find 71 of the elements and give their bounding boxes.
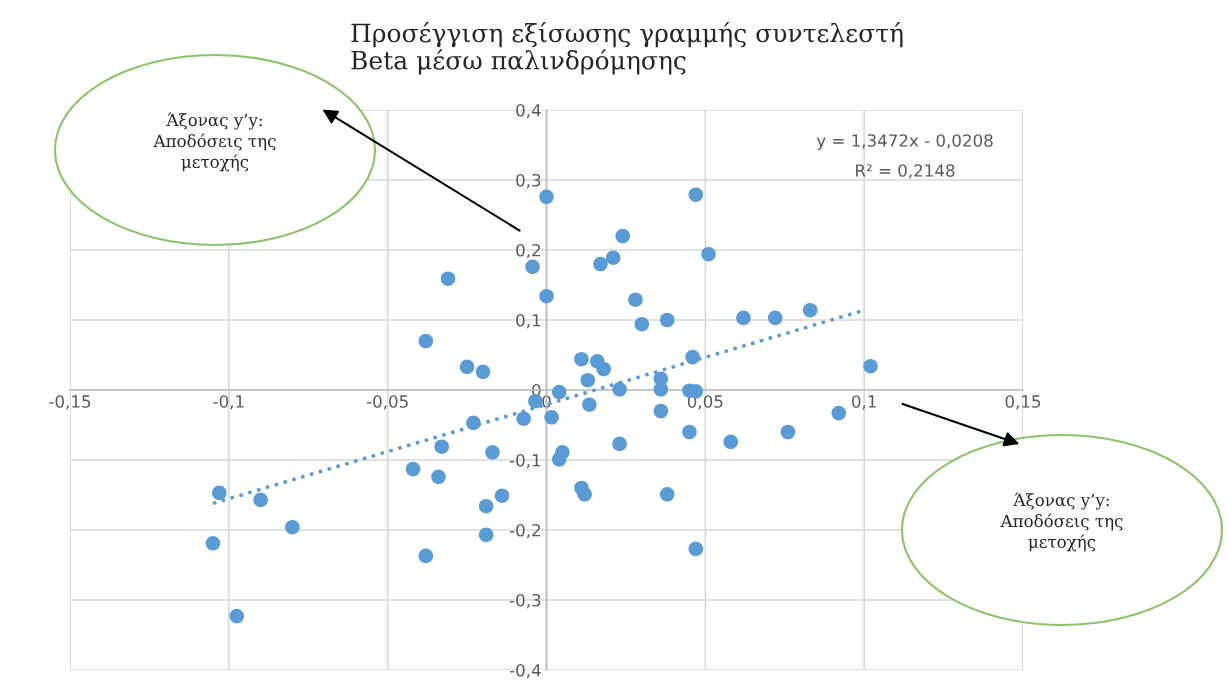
point bbox=[440, 271, 456, 286]
point bbox=[612, 436, 627, 452]
y-tick-label: -0,1 bbox=[509, 453, 541, 469]
point bbox=[478, 527, 494, 543]
y-tick-label: 0,4 bbox=[516, 103, 541, 119]
point bbox=[418, 333, 434, 349]
point bbox=[475, 364, 491, 380]
point bbox=[525, 259, 540, 275]
y-tick-label: -0,4 bbox=[509, 663, 541, 679]
point bbox=[615, 228, 631, 244]
point bbox=[229, 608, 245, 624]
point bbox=[466, 415, 481, 431]
x-tick-label: -0,15 bbox=[49, 395, 91, 410]
point bbox=[653, 403, 669, 419]
point bbox=[723, 434, 739, 450]
point bbox=[544, 410, 559, 425]
point bbox=[434, 439, 449, 454]
x-tick-label: 0,15 bbox=[1005, 395, 1041, 410]
annotation: Άξονας y’y: Αποδόσεις της μετοχής bbox=[153, 112, 276, 172]
point bbox=[659, 312, 675, 328]
y-tick-label: 0,2 bbox=[516, 243, 540, 259]
point bbox=[628, 292, 643, 307]
y-tick-label: -0,3 bbox=[509, 593, 541, 609]
point bbox=[405, 461, 421, 477]
x-tick-label: 0,1 bbox=[852, 395, 876, 410]
point bbox=[212, 485, 227, 501]
point bbox=[688, 187, 704, 202]
point bbox=[551, 452, 567, 467]
point bbox=[653, 382, 669, 397]
point bbox=[612, 382, 627, 397]
point bbox=[685, 349, 700, 365]
point bbox=[551, 384, 567, 400]
point bbox=[780, 424, 796, 440]
point bbox=[253, 492, 268, 508]
point bbox=[596, 361, 611, 377]
point bbox=[831, 405, 847, 421]
annotation: Άξονας y’y: Αποδόσεις της μετοχής bbox=[1000, 492, 1123, 552]
point bbox=[659, 487, 675, 502]
point bbox=[767, 310, 783, 326]
point bbox=[593, 256, 608, 272]
annotation: y = 1,3472x - 0,0208 bbox=[816, 134, 993, 151]
point bbox=[802, 302, 818, 318]
point bbox=[516, 411, 531, 426]
x-tick-label: -0,1 bbox=[213, 395, 244, 410]
point bbox=[494, 488, 510, 503]
point bbox=[459, 359, 475, 375]
point bbox=[205, 536, 221, 551]
point bbox=[582, 397, 597, 412]
point bbox=[539, 189, 554, 205]
x-tick-label: -0,05 bbox=[366, 395, 408, 410]
y-tick-label: 0,1 bbox=[516, 313, 541, 329]
y-tick-label: -0,2 bbox=[509, 523, 540, 539]
point bbox=[478, 498, 494, 514]
point bbox=[539, 288, 554, 304]
point bbox=[580, 372, 596, 388]
point bbox=[285, 519, 300, 535]
point bbox=[574, 351, 589, 367]
point bbox=[682, 424, 697, 440]
point bbox=[688, 541, 704, 557]
point bbox=[431, 469, 446, 485]
chart-title: Προσέγγιση εξίσωσης γραμμής συντελεστή Beta μέσω παλινδρόμησης bbox=[351, 22, 903, 75]
point bbox=[418, 548, 434, 564]
point bbox=[736, 310, 751, 326]
point bbox=[605, 250, 621, 265]
y-tick-label: 0,3 bbox=[516, 173, 541, 189]
point bbox=[485, 445, 500, 460]
point bbox=[701, 246, 716, 262]
annotation: R² = 0,2148 bbox=[856, 164, 955, 179]
point bbox=[577, 487, 592, 502]
point bbox=[863, 358, 878, 374]
point bbox=[634, 316, 650, 332]
